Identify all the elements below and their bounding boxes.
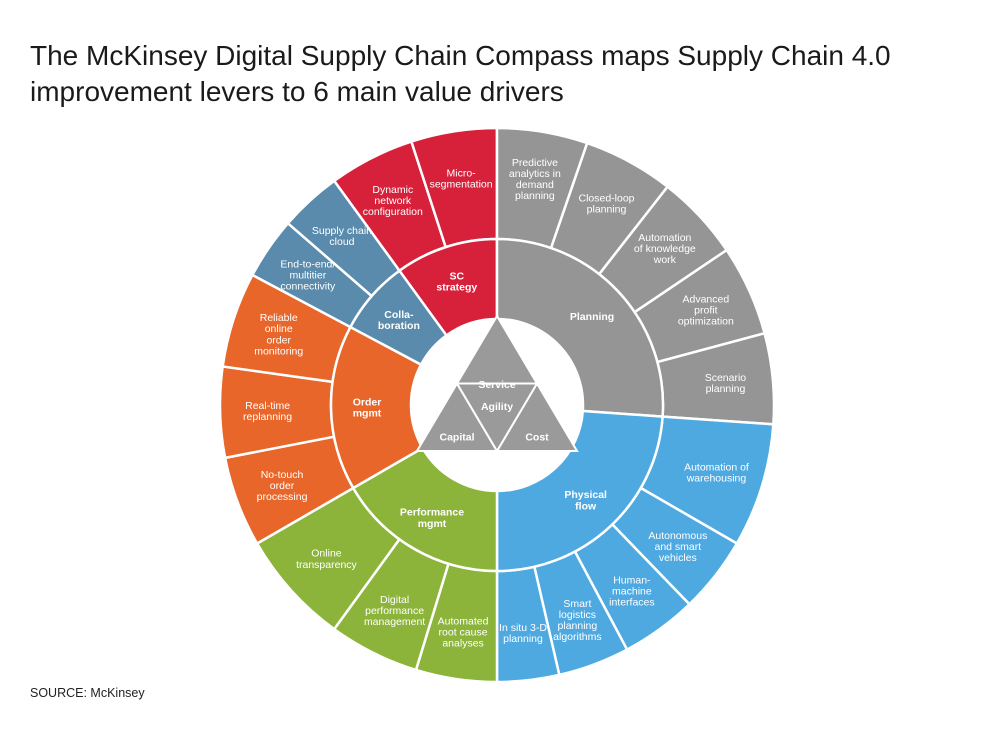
category-segment-planning [495, 237, 665, 418]
category-label-planning: Planning [570, 311, 614, 323]
value-driver-middle: Agility [481, 401, 513, 413]
lever-label: Human-machine interfaces [609, 574, 655, 608]
lever-label: Micro-segmentation [430, 167, 493, 190]
lever-label: Reliable online order monitoring [254, 312, 303, 357]
value-driver-left: Capital [439, 432, 474, 444]
lever-label: End-to-end/multitier connectivity [280, 259, 336, 293]
lever-label: Advanced profit optimization [678, 293, 734, 327]
lever-label: Supply chain cloud [312, 225, 372, 248]
category-segment-physical_flow [495, 409, 664, 573]
lever-label: Smart logistics planning algorithms [553, 598, 601, 643]
category-label-physical_flow: Physical flow [564, 489, 607, 512]
title-line-2: improvement levers to 6 main value drive… [30, 76, 564, 107]
value-driver-right: Cost [525, 432, 549, 444]
lever-label: Automation of knowledge work [634, 232, 696, 266]
lever-label: No-touch order processing [257, 469, 308, 503]
category-label-order_mgmt: Order mgmt [353, 396, 382, 419]
lever-label: Dynamic network configuration [363, 184, 423, 218]
triangle-middle [455, 382, 539, 453]
source-note: SOURCE: McKinsey [30, 686, 145, 700]
lever-ring: Dynamic network configuration Micro-segment… [218, 126, 776, 684]
category-label-collaboration: Colla-boration [378, 309, 420, 332]
lever-label: Online transparency [296, 548, 357, 571]
category-ring: SC strategy Planning Physical flow Performanc… [329, 237, 665, 573]
page-title: The McKinsey Digital Supply Chain Compas… [30, 38, 970, 110]
lever-label: Scenario planning [705, 372, 747, 395]
lever-label: Automation of warehousing [684, 461, 749, 484]
compass-core: Service Agility Capital Cost [413, 314, 581, 489]
title-line-1: The McKinsey Digital Supply Chain Compas… [30, 40, 891, 71]
lever-label: Autonomous and smart vehicles [648, 530, 707, 564]
category-segment-collaboration [348, 268, 449, 367]
value-driver-top: Service [478, 379, 516, 391]
lever-label: Predictive analytics in demand planning [509, 157, 561, 202]
category-label-performance_mgmt: Performance mgmt [400, 507, 464, 530]
category-segment-performance_mgmt [351, 446, 499, 573]
lever-label: Closed-loop planning [578, 192, 634, 215]
lever-label: Real-time replanning [243, 400, 292, 423]
category-label-sc_strategy: SC strategy [436, 271, 477, 294]
lever-label: Digital performance management [364, 594, 425, 628]
lever-label: In situ 3-D planning [499, 622, 547, 645]
lever-label: Automated root cause analyses [438, 616, 489, 650]
